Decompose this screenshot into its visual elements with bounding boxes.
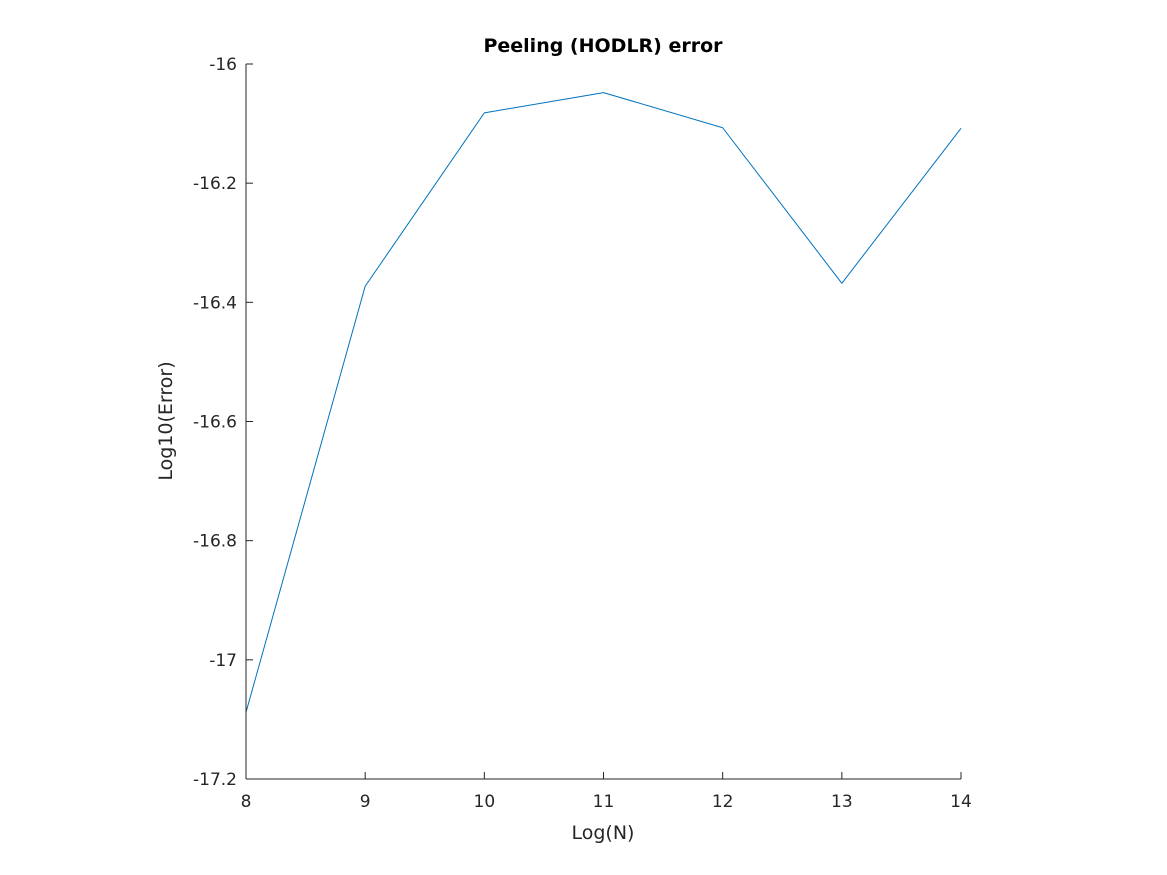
x-tick-label: 13 — [831, 792, 853, 812]
y-tick-label: -16.8 — [193, 532, 237, 552]
y-tick-label: -16.4 — [193, 293, 237, 313]
series-line — [245, 92, 962, 713]
y-tick-label: -16 — [209, 55, 237, 75]
chart-title: Peeling (HODLR) error — [483, 35, 723, 57]
x-axis-label: Log(N) — [572, 822, 635, 844]
x-tick-label: 9 — [360, 792, 371, 812]
y-tick-label: -17 — [209, 651, 237, 671]
y-tick-label: -16.6 — [193, 413, 237, 433]
x-tick-label: 11 — [593, 792, 615, 812]
x-tick-label: 8 — [241, 792, 252, 812]
x-tick-label: 14 — [950, 792, 972, 812]
y-tick-label: -17.2 — [193, 770, 237, 790]
plot-area — [245, 92, 962, 713]
y-axis-label: Log10(Error) — [155, 361, 177, 480]
y-axis: -17.2 -17 -16.8 -16.6 -16.4 -16.2 -16 — [193, 55, 253, 790]
x-tick-label: 10 — [474, 792, 496, 812]
x-tick-label: 12 — [712, 792, 734, 812]
y-tick-label: -16.2 — [193, 174, 237, 194]
x-axis: 8 9 10 11 12 13 14 — [241, 772, 972, 812]
